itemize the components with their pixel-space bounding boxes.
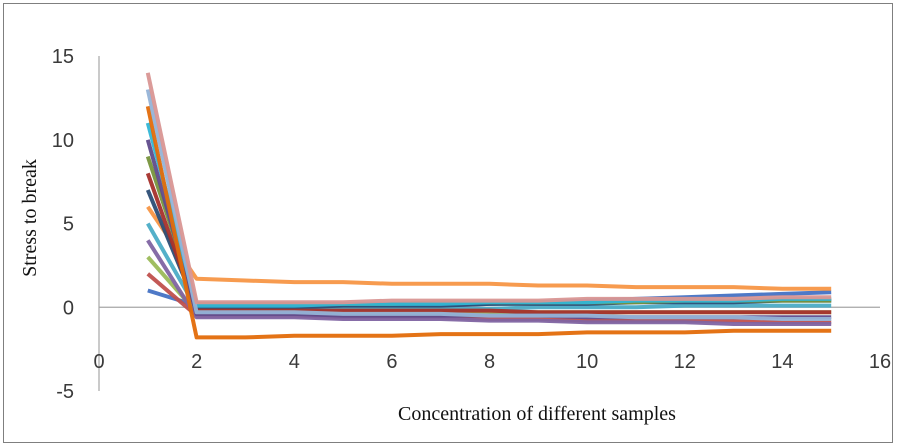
y-tick-label: 0	[63, 297, 74, 319]
x-tick-label: 8	[484, 351, 495, 373]
series-line-8	[145, 172, 832, 315]
x-tick-label: 16	[869, 351, 891, 373]
x-tick-label: 12	[674, 351, 696, 373]
y-tick-label: 15	[52, 46, 74, 68]
series-line-4	[146, 239, 832, 326]
tick-labels: -5 0 5 10 15 0 2 4 6 8 10 12 14 16	[52, 46, 891, 403]
y-tick-label: 10	[52, 130, 74, 152]
y-axis-title: Stress to break	[19, 159, 41, 277]
series-line-14	[145, 72, 832, 305]
x-tick-label: 6	[386, 351, 397, 373]
x-tick-label: 0	[93, 351, 104, 373]
chart-frame	[3, 3, 893, 443]
series-line-11	[145, 122, 832, 308]
x-axis-title: Concentration of different samples	[398, 403, 676, 425]
series-line-7	[145, 189, 832, 310]
series-lines	[145, 72, 832, 340]
series-line-10	[145, 139, 832, 320]
series-line-13	[145, 89, 832, 321]
series-line-12	[145, 105, 832, 340]
series-line-6	[146, 205, 832, 291]
axes	[98, 56, 880, 391]
x-tick-label: 2	[191, 351, 202, 373]
y-tick-label: -5	[56, 381, 74, 403]
x-tick-label: 14	[771, 351, 793, 373]
y-tick-label: 5	[63, 214, 74, 236]
x-tick-label: 10	[576, 351, 598, 373]
x-tick-label: 4	[289, 351, 300, 373]
